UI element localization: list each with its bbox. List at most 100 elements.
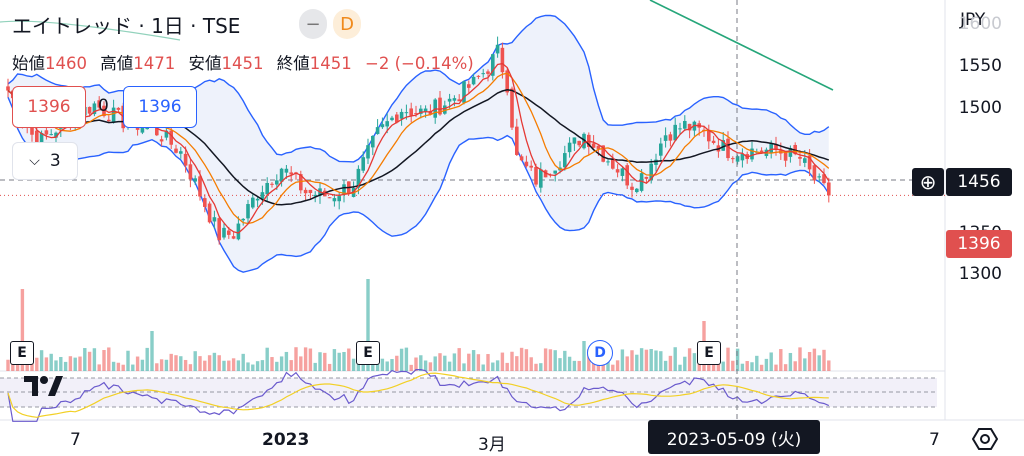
candle-body xyxy=(553,170,557,174)
volume-bar xyxy=(83,348,87,371)
volume-bar xyxy=(337,352,341,371)
volume-bar xyxy=(116,362,121,371)
candle-body xyxy=(803,158,807,163)
candle-body xyxy=(438,97,442,115)
volume-bar xyxy=(63,361,68,371)
candle-body xyxy=(49,134,53,136)
volume-bar xyxy=(419,355,423,371)
candle-body xyxy=(769,142,773,154)
candle-body xyxy=(54,132,58,138)
volume-bar xyxy=(308,348,313,371)
d-badge[interactable]: D xyxy=(333,9,361,39)
candle-body xyxy=(683,121,687,129)
collapse-indicators-button[interactable]: ⌵ 3 xyxy=(12,142,78,180)
volume-bar xyxy=(159,359,164,371)
candle-body xyxy=(102,105,106,117)
volume-bar xyxy=(596,362,601,371)
candle-body xyxy=(30,126,34,135)
volume-bar xyxy=(188,364,193,371)
candle-body xyxy=(452,98,457,101)
candle-body xyxy=(193,178,197,182)
volume-bar xyxy=(97,364,101,371)
candle-body xyxy=(423,108,428,113)
volume-bar xyxy=(260,360,265,371)
low-label: 安値 xyxy=(188,54,222,73)
candle-body xyxy=(500,47,505,73)
x-label-jul-2022: 7 xyxy=(70,430,81,450)
candle-body xyxy=(731,158,735,160)
volume-bar xyxy=(423,360,428,371)
candle-body xyxy=(87,106,92,114)
volume-bar xyxy=(625,356,629,371)
volume-bar xyxy=(654,350,658,371)
minus-badge[interactable]: − xyxy=(299,9,327,39)
volume-bar xyxy=(395,355,399,371)
volume-bar xyxy=(529,357,533,371)
candle-body xyxy=(807,155,812,170)
candle-body xyxy=(606,161,610,163)
tradingview-logo-icon[interactable] xyxy=(22,374,64,398)
volume-bar xyxy=(174,355,178,371)
volume-bar xyxy=(476,354,481,371)
candle-body xyxy=(395,114,399,123)
volume-bar xyxy=(380,358,385,371)
volume-bar xyxy=(222,360,226,371)
candle-body xyxy=(212,217,217,222)
volume-bar xyxy=(399,348,404,371)
earnings-marker-2[interactable]: E xyxy=(356,341,380,365)
open-value: 1460 xyxy=(45,54,87,73)
volume-bar xyxy=(644,349,649,371)
volume-bar xyxy=(774,364,778,371)
volume-bar xyxy=(375,360,380,371)
candle-body xyxy=(563,153,567,168)
volume-bar xyxy=(582,341,586,371)
indicator-count: 3 xyxy=(49,151,61,171)
rsi-band xyxy=(0,378,937,407)
x-label-jul-2023: 7 xyxy=(929,430,940,450)
y-tick-label: 1500 xyxy=(958,97,1002,118)
volume-bar xyxy=(452,353,457,371)
earnings-marker-1[interactable]: E xyxy=(10,341,34,365)
volume-bar xyxy=(361,360,365,371)
candle-body xyxy=(260,192,265,199)
ohlc-legend: 始値1460 高値1471 安値1451 終値1451 −2 (−0.14%) xyxy=(12,50,482,74)
volume-bar xyxy=(515,356,519,371)
candle-body xyxy=(515,126,519,155)
rsi-line xyxy=(7,369,830,422)
candle-body xyxy=(649,163,653,181)
dividend-marker[interactable]: D xyxy=(587,340,613,366)
currency-label[interactable]: JPY xyxy=(960,10,986,30)
close-label: 終値 xyxy=(276,54,310,73)
volume-bar xyxy=(543,348,548,371)
buy-price-button[interactable]: 1396 xyxy=(123,86,197,128)
earnings-marker-3[interactable]: E xyxy=(697,341,721,365)
volume-bar xyxy=(294,347,298,371)
candle-body xyxy=(275,180,279,185)
volume-bar xyxy=(630,350,634,371)
volume-bar xyxy=(433,356,437,371)
volume-bar xyxy=(750,362,754,371)
candle-body xyxy=(529,165,533,168)
volume-bar xyxy=(735,348,740,371)
volume-bar xyxy=(409,364,413,371)
candle-body xyxy=(385,121,389,127)
volume-bar xyxy=(323,352,327,371)
volume-bar xyxy=(207,355,212,371)
symbol-title[interactable]: エイトレッド · 1日 · TSE xyxy=(12,14,241,38)
volume-bar xyxy=(817,355,821,371)
sell-price-button[interactable]: 1396 xyxy=(12,86,86,128)
candle-body xyxy=(390,117,394,121)
volume-bar xyxy=(313,362,317,371)
crosshair-plus-icon[interactable]: ⊕ xyxy=(912,168,944,196)
candle-body xyxy=(356,168,361,188)
volume-bar xyxy=(534,363,538,371)
candle-body xyxy=(750,148,754,160)
candle-body xyxy=(107,119,111,122)
candle-body xyxy=(44,130,49,135)
volume-bar xyxy=(366,279,370,371)
candle-body xyxy=(116,107,121,110)
volume-bar xyxy=(673,347,677,371)
candle-body xyxy=(419,108,423,114)
chart-settings-icon[interactable] xyxy=(971,426,999,452)
